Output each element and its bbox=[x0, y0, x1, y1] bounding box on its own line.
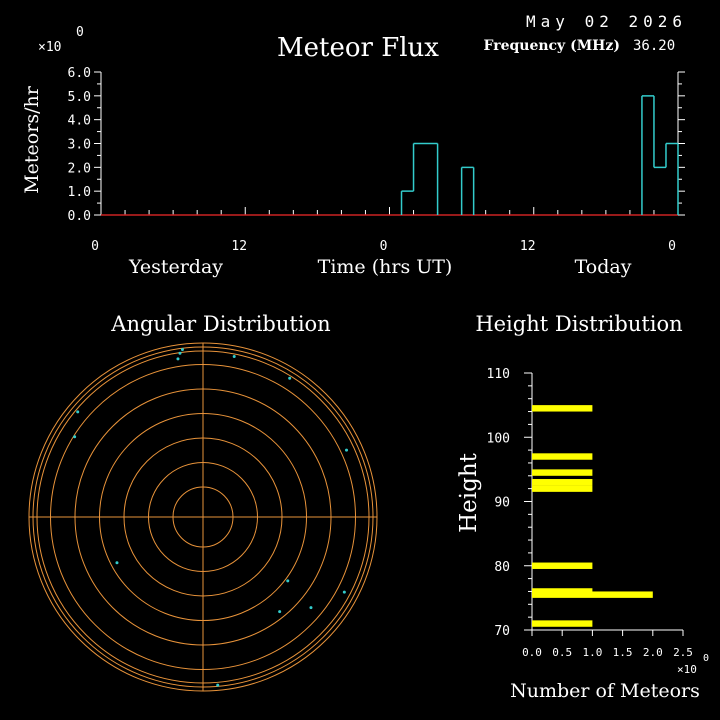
polar-point bbox=[309, 606, 313, 610]
height-y-tick-label: 70 bbox=[494, 624, 510, 639]
flux-series-line bbox=[400, 95, 679, 215]
polar-point bbox=[232, 354, 236, 358]
flux-y-tick-label: 3.0 bbox=[68, 138, 91, 153]
flux-exponent-value: 0 bbox=[76, 25, 84, 40]
flux-y-tick-label: 4.0 bbox=[68, 114, 91, 129]
height-exponent-label: ×10 bbox=[677, 663, 697, 676]
height-x-tick-label: 0.5 bbox=[552, 646, 572, 659]
angular-chart: Angular Distribution bbox=[28, 312, 378, 692]
flux-y-tick-label: 5.0 bbox=[68, 90, 91, 105]
polar-point bbox=[76, 410, 80, 414]
flux-y-tick-label: 6.0 bbox=[68, 66, 91, 81]
flux-x-tick-label: 0 bbox=[380, 239, 388, 254]
flux-y-tick-label: 0.0 bbox=[68, 209, 91, 224]
height-x-tick-label: 2.5 bbox=[673, 646, 693, 659]
date-label: May 02 2026 bbox=[526, 12, 687, 31]
polar-point bbox=[286, 579, 290, 583]
height-bar bbox=[532, 562, 593, 569]
height-bar bbox=[532, 485, 593, 492]
height-chart: Height Distribution Height Number of Met… bbox=[456, 312, 709, 702]
height-bar bbox=[532, 479, 593, 486]
polar-point bbox=[180, 347, 184, 351]
polar-point bbox=[115, 561, 119, 565]
height-y-tick-label: 100 bbox=[487, 431, 510, 446]
height-bar bbox=[532, 405, 593, 412]
height-bar bbox=[532, 453, 593, 460]
flux-x-tick-label: 12 bbox=[231, 239, 247, 254]
height-y-tick-label: 80 bbox=[494, 560, 510, 575]
polar-point bbox=[176, 357, 180, 361]
flux-x-tick-label: 0 bbox=[668, 239, 676, 254]
polar-point bbox=[73, 435, 77, 439]
flux-x-axis-label: Time (hrs UT) bbox=[318, 256, 453, 278]
flux-y-axis-label: Meteors/hr bbox=[21, 85, 43, 193]
polar-point bbox=[342, 590, 346, 594]
height-title: Height Distribution bbox=[475, 312, 682, 336]
flux-x-tick-label: 0 bbox=[91, 239, 99, 254]
flux-yesterday-label: Yesterday bbox=[128, 256, 223, 278]
height-exponent-value: 0 bbox=[703, 653, 709, 664]
height-bar bbox=[532, 591, 653, 598]
polar-point bbox=[178, 351, 182, 355]
polar-point bbox=[216, 683, 220, 687]
flux-exponent-label: ×10 bbox=[38, 40, 61, 55]
height-y-tick-label: 90 bbox=[494, 496, 510, 511]
flux-y-tick-label: 2.0 bbox=[68, 161, 91, 176]
polar-point bbox=[288, 376, 292, 380]
flux-y-tick-label: 1.0 bbox=[68, 185, 91, 200]
height-x-tick-label: 1.5 bbox=[613, 646, 633, 659]
height-bar bbox=[532, 469, 593, 476]
height-x-tick-label: 2.0 bbox=[643, 646, 663, 659]
flux-x-tick-label: 12 bbox=[520, 239, 536, 254]
height-x-tick-label: 1.0 bbox=[582, 646, 602, 659]
flux-title: Meteor Flux bbox=[277, 33, 439, 63]
height-bar bbox=[532, 620, 593, 627]
polar-point bbox=[345, 448, 349, 452]
flux-chart: Meteor Flux ×10 0 Meteors/hr Time (hrs U… bbox=[21, 25, 685, 278]
frequency-label: Frequency (MHz) bbox=[484, 38, 621, 54]
height-bar bbox=[532, 588, 593, 595]
height-y-tick-label: 110 bbox=[487, 367, 510, 382]
height-y-axis-label: Height bbox=[456, 452, 482, 533]
polar-point bbox=[278, 610, 282, 614]
height-x-axis-label: Number of Meteors bbox=[510, 680, 700, 702]
flux-today-label: Today bbox=[575, 256, 632, 278]
angular-title: Angular Distribution bbox=[110, 312, 330, 336]
height-x-tick-label: 0.0 bbox=[522, 646, 542, 659]
frequency-value: 36.20 bbox=[633, 38, 675, 54]
